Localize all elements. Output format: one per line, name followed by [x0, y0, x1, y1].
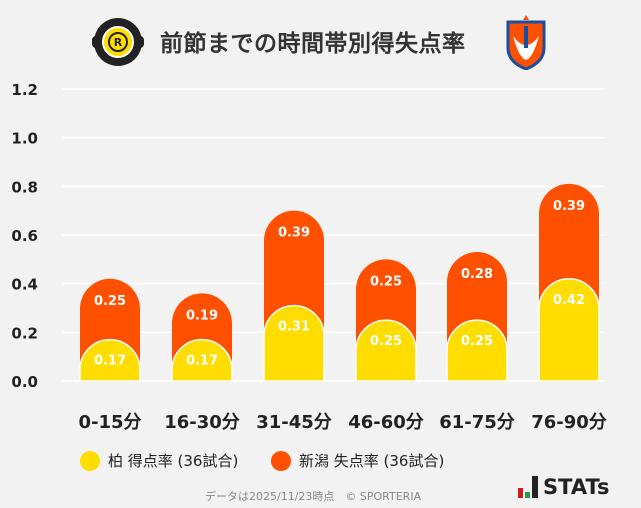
legend-label-niigata: 新潟 失点率 (36試合): [299, 452, 445, 470]
x-tick-label: 46-60分: [348, 412, 424, 433]
legend-label-kashiwa: 柏 得点率 (36試合): [108, 452, 239, 470]
bar-kashiwa: [263, 304, 325, 382]
footer-credit: データは2025/11/23時点 © SPORTERIA: [205, 490, 422, 503]
y-tick-label: 1.0: [11, 130, 38, 148]
data-label-niigata: 0.39: [553, 199, 585, 214]
bar-kashiwa: [171, 338, 233, 382]
y-tick-label: 0.6: [11, 227, 38, 245]
x-tick-label: 76-90分: [531, 412, 607, 433]
x-tick-label: 61-75分: [439, 412, 515, 433]
svg-text:R: R: [114, 36, 123, 49]
data-label-kashiwa: 0.31: [278, 320, 310, 335]
stats-brand: STATs: [518, 476, 609, 498]
x-tick-label: 31-45分: [256, 412, 332, 433]
albirex-niigata-logo: [506, 15, 546, 70]
stats-brand-text: STATs: [543, 475, 610, 499]
data-label-niigata: 0.39: [278, 226, 310, 241]
data-label-niigata: 0.25: [94, 294, 126, 309]
legend-item-niigata: 新潟 失点率 (36試合): [271, 450, 444, 471]
data-label-kashiwa: 0.42: [553, 293, 585, 308]
data-label-kashiwa: 0.17: [186, 354, 218, 369]
bar-kashiwa: [79, 338, 141, 382]
bar-kashiwa: [355, 319, 417, 382]
legend-item-kashiwa: 柏 得点率 (36試合): [80, 450, 238, 471]
y-tick-label: 0.8: [11, 178, 38, 196]
kashiwa-reysol-logo: R: [92, 18, 144, 66]
y-tick-label: 1.2: [11, 81, 38, 99]
y-tick-label: 0.4: [11, 276, 38, 294]
bar-kashiwa: [538, 278, 600, 382]
data-label-niigata: 0.28: [461, 267, 493, 282]
y-tick-label: 0.2: [11, 324, 38, 342]
legend-swatch-niigata: [271, 450, 291, 471]
data-label-kashiwa: 0.25: [461, 334, 493, 349]
y-tick-label: 0.0: [11, 373, 38, 391]
x-tick-label: 16-30分: [164, 412, 240, 433]
data-label-kashiwa: 0.25: [370, 334, 402, 349]
bar-chart-icon: [518, 476, 538, 498]
bar-kashiwa: [446, 319, 508, 382]
chart-title: 前節までの時間帯別得失点率: [160, 31, 466, 57]
data-label-niigata: 0.25: [370, 274, 402, 289]
legend-swatch-kashiwa: [80, 450, 100, 471]
data-label-kashiwa: 0.17: [94, 354, 126, 369]
x-tick-label: 0-15分: [78, 412, 141, 433]
stacked-bar-chart: 0.0 0.2 0.4 0.6 0.8 1.0 1.2 0.25 0.17 0-15分 0.19 0.…: [11, 81, 607, 433]
data-label-niigata: 0.19: [186, 308, 218, 323]
